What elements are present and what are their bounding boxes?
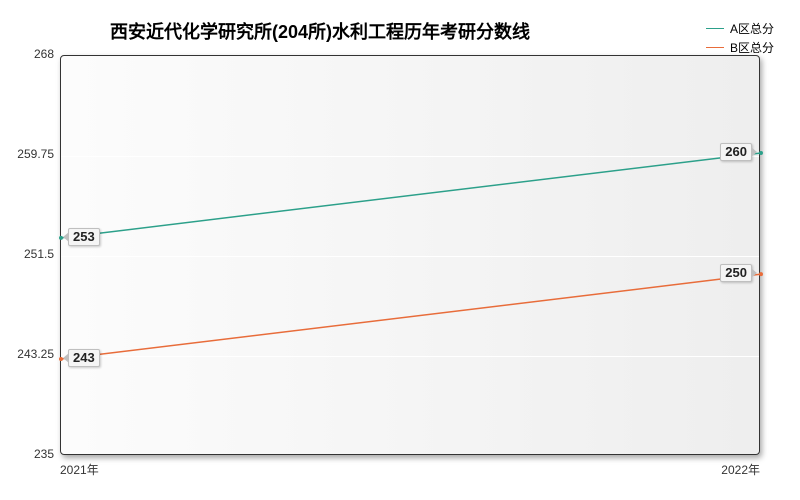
gridline xyxy=(61,356,759,357)
legend-swatch-a xyxy=(706,28,724,29)
gridline xyxy=(61,256,759,257)
series-line xyxy=(61,153,761,238)
point-label: 260 xyxy=(720,143,752,161)
legend-label-b: B区总分 xyxy=(730,39,774,56)
series-marker xyxy=(759,151,763,155)
y-tick-label: 259.75 xyxy=(17,147,54,161)
legend-label-a: A区总分 xyxy=(730,20,774,37)
chart-container: 西安近代化学研究所(204所)水利工程历年考研分数线 A区总分 B区总分 235… xyxy=(0,0,800,500)
chart-title: 西安近代化学研究所(204所)水利工程历年考研分数线 xyxy=(110,18,530,44)
y-tick-label: 243.25 xyxy=(17,347,54,361)
legend-item-b: B区总分 xyxy=(706,39,774,56)
y-tick-label: 251.5 xyxy=(24,247,54,261)
y-tick-label: 268 xyxy=(34,47,54,61)
series-marker xyxy=(759,272,763,276)
plot-area xyxy=(60,55,760,455)
y-tick-label: 235 xyxy=(34,447,54,461)
legend-swatch-b xyxy=(706,47,724,48)
series-line xyxy=(61,274,761,359)
legend: A区总分 B区总分 xyxy=(706,20,774,58)
legend-item-a: A区总分 xyxy=(706,20,774,37)
x-tick-label: 2021年 xyxy=(60,461,99,478)
point-label: 250 xyxy=(720,264,752,282)
point-label: 253 xyxy=(68,228,100,246)
x-tick-label: 2022年 xyxy=(721,461,760,478)
point-label: 243 xyxy=(68,349,100,367)
gridline xyxy=(61,156,759,157)
